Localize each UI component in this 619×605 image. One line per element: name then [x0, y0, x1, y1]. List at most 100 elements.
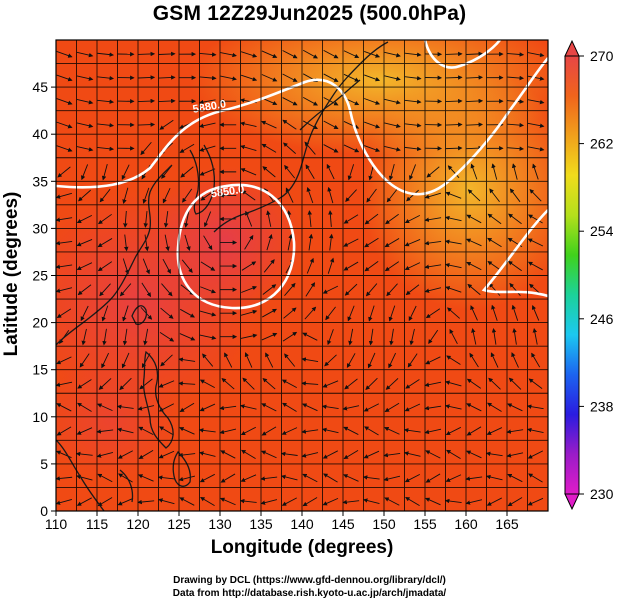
x-tick-label: 165 — [495, 516, 519, 532]
wind-arrow — [56, 264, 73, 269]
wind-arrow — [302, 473, 318, 483]
wind-arrow — [384, 213, 399, 225]
wind-arrow — [56, 145, 73, 152]
wind-arrow — [445, 426, 462, 435]
wind-arrow — [404, 146, 422, 152]
wind-arrow — [159, 119, 174, 130]
colorbar-tick-label: 246 — [590, 311, 614, 327]
wind-arrow — [388, 305, 396, 322]
y-axis-label: Latitude (degrees) — [1, 191, 22, 357]
wind-arrow — [345, 189, 357, 202]
wind-arrow — [219, 428, 237, 435]
lat-lon-grid — [56, 40, 548, 511]
wind-arrow — [364, 50, 381, 58]
wind-arrow — [447, 165, 460, 179]
wind-arrow — [404, 473, 421, 483]
wind-arrow — [466, 262, 482, 271]
wind-arrow — [344, 378, 358, 390]
credit-dcl: Drawing by DCL (https://www.gfd-dennou.o… — [173, 575, 446, 586]
wind-arrow — [528, 473, 543, 483]
wind-arrow — [527, 122, 545, 128]
wind-arrow — [407, 353, 418, 368]
y-tick-label: 25 — [32, 268, 48, 284]
x-tick-label: 140 — [290, 516, 314, 532]
wind-arrow — [445, 474, 462, 482]
wind-arrow — [301, 452, 319, 458]
wind-arrow — [80, 305, 89, 322]
wind-arrow — [198, 428, 216, 433]
wind-arrow — [466, 214, 482, 224]
wind-arrow — [404, 75, 422, 81]
wind-arrow — [405, 379, 420, 389]
wind-arrow — [184, 234, 191, 252]
wind-arrow — [425, 450, 441, 459]
wind-arrow — [97, 261, 113, 272]
wind-arrow — [508, 213, 522, 225]
wind-arrow — [142, 187, 150, 204]
x-tick-label: 135 — [249, 516, 273, 532]
wind-arrow — [527, 99, 545, 105]
wind-arrow — [77, 379, 92, 389]
wind-arrow — [97, 497, 113, 507]
wind-arrow — [199, 168, 216, 176]
wind-arrow — [491, 163, 498, 180]
wind-arrow — [322, 450, 339, 459]
wind-arrow — [404, 239, 421, 247]
wind-arrow — [469, 352, 479, 368]
wind-arrow — [178, 357, 196, 362]
wind-arrow — [327, 329, 334, 346]
wind-arrow — [143, 328, 149, 346]
wind-arrow — [404, 214, 421, 223]
wind-arrow — [511, 304, 519, 321]
x-tick-label: 155 — [413, 516, 437, 532]
wind-arrow — [362, 475, 380, 480]
wind-arrow — [527, 261, 543, 271]
wind-arrow — [261, 403, 277, 412]
wind-arrow — [179, 402, 195, 412]
wind-arrow — [200, 497, 215, 507]
wind-arrow — [532, 328, 538, 345]
wind-arrow — [405, 497, 420, 507]
wind-arrow — [383, 475, 401, 482]
wind-arrow — [404, 52, 422, 57]
wind-arrow — [56, 356, 72, 365]
colorbar-tick-label: 262 — [590, 136, 614, 152]
wind-arrow — [76, 262, 93, 270]
wind-arrow — [97, 146, 115, 152]
wind-arrow — [282, 331, 298, 342]
wind-arrow — [465, 499, 483, 505]
colorbar-tick-label: 238 — [590, 398, 614, 414]
wind-arrow — [178, 381, 196, 386]
wind-arrow — [466, 378, 482, 389]
wind-arrow — [138, 122, 156, 127]
wind-arrow — [445, 286, 462, 293]
wind-arrow — [78, 189, 91, 202]
wind-arrow — [424, 381, 442, 387]
wind-arrow — [470, 163, 478, 180]
wind-arrow — [56, 240, 73, 246]
wind-arrow — [99, 283, 111, 297]
wind-arrow — [282, 97, 298, 106]
wind-arrow — [343, 50, 360, 59]
wind-arrow — [424, 217, 442, 222]
wind-arrow — [364, 213, 379, 225]
wind-arrow — [364, 98, 381, 105]
wind-arrow — [445, 122, 463, 127]
wind-arrow — [283, 307, 297, 319]
wind-arrow — [76, 51, 94, 58]
wind-arrow — [526, 427, 544, 434]
wind-arrow — [367, 352, 376, 369]
wind-arrow — [306, 187, 314, 204]
wind-arrow — [121, 352, 130, 369]
wind-arrow — [77, 284, 92, 296]
wind-arrow — [471, 328, 477, 345]
wind-arrow — [323, 473, 338, 483]
wind-arrow — [200, 190, 215, 201]
wind-arrow — [261, 120, 277, 129]
contour-label-5880: 5880.0 — [192, 98, 227, 116]
wind-arrow — [56, 450, 72, 459]
wind-arrow — [56, 192, 73, 199]
wind-arrow — [282, 50, 298, 59]
wind-arrow — [138, 75, 156, 80]
wind-arrow — [403, 428, 421, 433]
